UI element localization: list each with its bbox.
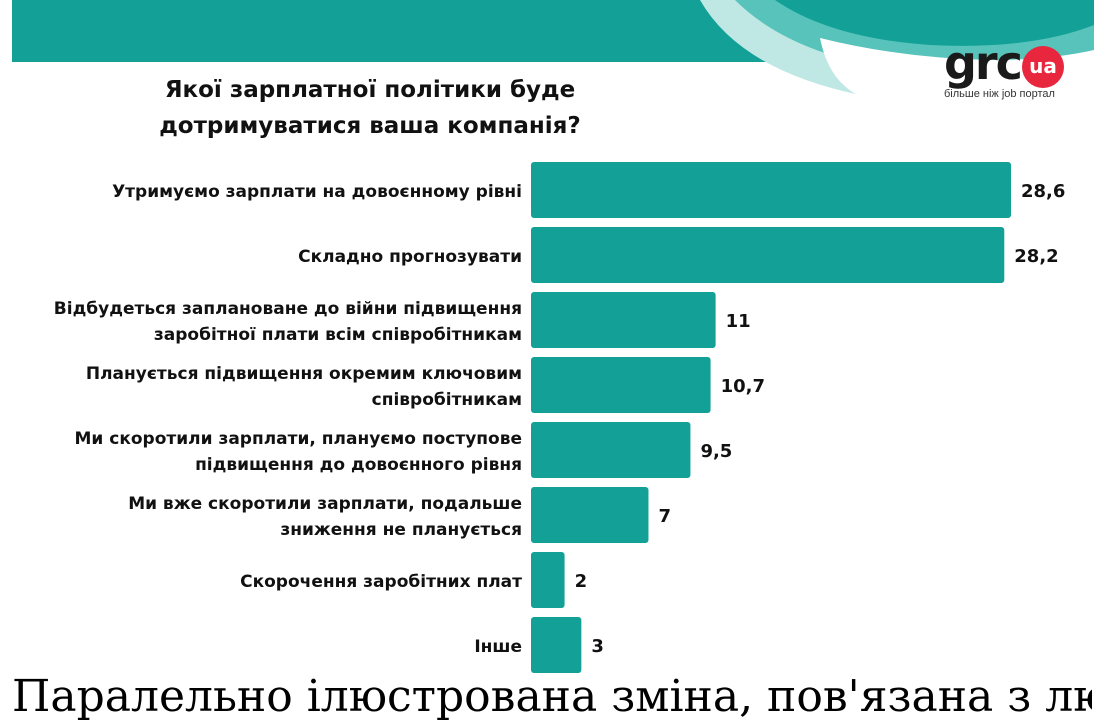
bar-value-label: 9,5 — [700, 441, 732, 462]
category-label-line: співробітникам — [372, 390, 522, 410]
bar-value-label: 2 — [575, 571, 588, 592]
category-label: Відбудеться заплановане до війни підвище… — [54, 299, 522, 345]
chart-title: Якої зарплатної політики буде дотримуват… — [159, 77, 581, 139]
category-label: Ми вже скоротили зарплати, подальше зниже… — [128, 494, 522, 540]
bar-value-label: 10,7 — [721, 376, 765, 397]
category-label: Утримуємо зарплати на довоєнному рівні — [112, 182, 522, 202]
bar — [531, 227, 1005, 283]
category-label-line: Складно прогнозувати — [298, 247, 522, 267]
category-label: Інше — [474, 637, 522, 657]
bar-value-label: 28,2 — [1014, 246, 1058, 267]
header-band — [12, 0, 772, 62]
category-label-line: підвищення до довоєнного рівня — [195, 455, 522, 475]
category-label: Планується підвищення окремим ключовим сп… — [86, 364, 522, 410]
category-label-line: Утримуємо зарплати на довоєнному рівні — [112, 182, 522, 202]
category-label-line: Скорочення заробітних плат — [240, 572, 522, 592]
header-decoration — [12, 0, 1094, 118]
corner-wave-dark — [775, 0, 1094, 46]
bar — [531, 162, 1011, 218]
category-label-line: Відбудеться заплановане до війни підвище… — [54, 299, 522, 319]
logo-tagline: більше ніж job портал — [944, 88, 1055, 100]
category-label-line: Планується підвищення окремим ключовим — [86, 364, 522, 384]
brand-logo: grc ua більше ніж job портал — [944, 40, 1074, 100]
bar-value-label: 11 — [726, 311, 751, 332]
bar-value-label: 7 — [658, 506, 671, 527]
corner-inner-white — [820, 38, 1094, 118]
category-label: Ми скоротили зарплати, плануємо поступов… — [75, 429, 522, 475]
category-label-line: зниження не планується — [280, 520, 522, 540]
logo-wordmark: grc — [944, 36, 1023, 90]
bar — [531, 292, 716, 348]
category-label-line: Ми скоротили зарплати, плануємо поступов… — [75, 429, 522, 449]
category-label: Скорочення заробітних плат — [240, 572, 522, 592]
bar — [531, 617, 582, 673]
category-label-line: Ми вже скоротили зарплати, подальше — [128, 494, 522, 514]
category-label: Складно прогнозувати — [298, 247, 522, 267]
bar-chart: 28,6 Утримуємо зарплати на довоєнному рів… — [54, 162, 1065, 673]
category-label-line: Інше — [474, 637, 522, 657]
bar — [531, 552, 565, 608]
logo-badge: ua — [1022, 46, 1064, 88]
bar — [531, 487, 649, 543]
footer-cut-text: Паралельно ілюстрована зміна, пов'язана … — [12, 672, 1092, 722]
bar-value-label: 28,6 — [1021, 181, 1065, 202]
bar — [531, 422, 691, 478]
bar-value-label: 3 — [591, 636, 604, 657]
bar — [531, 357, 711, 413]
category-label-line: заробітної плати всім співробітникам — [154, 325, 522, 345]
